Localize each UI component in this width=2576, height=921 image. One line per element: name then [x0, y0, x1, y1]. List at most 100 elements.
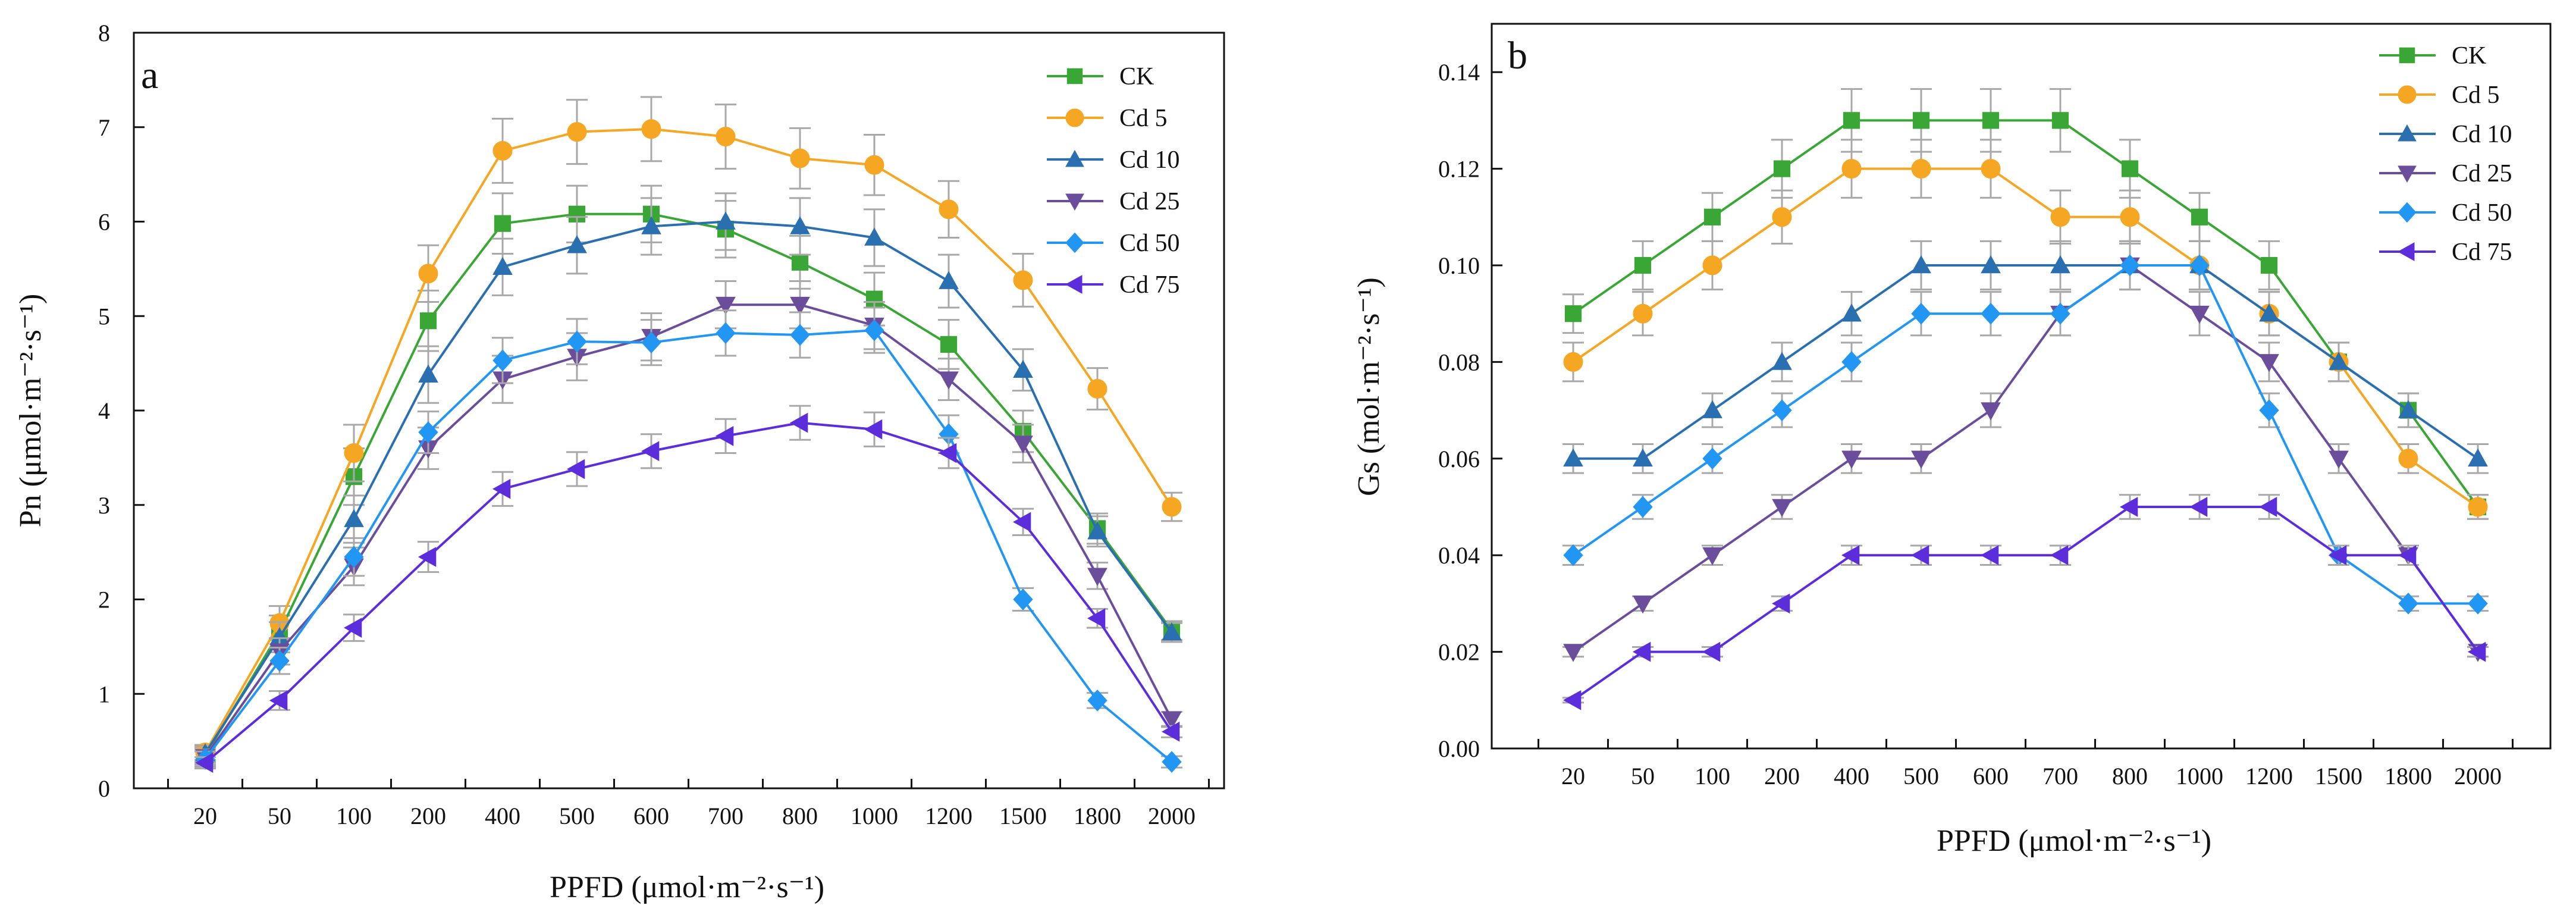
- y-tick-label: 1: [98, 681, 110, 707]
- legend-marker: [1065, 108, 1084, 127]
- x-axis-title: PPFD (μmol·m⁻²·s⁻¹): [1937, 824, 2211, 858]
- data-point: [2260, 256, 2278, 274]
- legend-marker: [2398, 165, 2417, 183]
- data-point: [790, 324, 810, 346]
- y-tick-label: 8: [98, 20, 110, 46]
- series-cd-10: [1562, 240, 2489, 474]
- series-cd-75: [194, 405, 1182, 773]
- x-tick-label: 1200: [2245, 763, 2293, 790]
- panel-letter: a: [141, 54, 158, 97]
- data-point: [1013, 359, 1033, 378]
- data-point: [939, 199, 959, 220]
- series-line: [1572, 506, 2479, 701]
- data-point: [1703, 208, 1721, 225]
- data-point: [269, 650, 290, 672]
- legend: CK Cd 5 Cd 10 Cd 25 Cd 50 Cd 75: [2379, 42, 2512, 266]
- x-tick-label: 400: [485, 803, 520, 829]
- data-point: [269, 690, 288, 711]
- data-point: [1162, 622, 1182, 641]
- data-point: [1912, 112, 1930, 129]
- series-line: [204, 220, 1173, 754]
- data-point: [492, 478, 511, 499]
- data-point: [2468, 448, 2488, 467]
- data-point: [2328, 545, 2347, 566]
- series-cd-10: [194, 192, 1182, 762]
- data-point: [1773, 160, 1791, 177]
- legend-label: Cd 75: [2452, 239, 2512, 266]
- legend-marker: [1066, 68, 1083, 84]
- data-point: [641, 441, 660, 462]
- legend-marker: [1065, 275, 1083, 294]
- data-point: [2189, 254, 2210, 277]
- x-tick-label: 800: [782, 803, 818, 829]
- data-point: [1162, 711, 1182, 730]
- data-point: [1087, 690, 1107, 712]
- y-axis-title: Gs (mol·m⁻²·s⁻¹): [1352, 277, 1386, 496]
- data-point: [1910, 545, 1929, 566]
- y-tick-label: 0.10: [1438, 252, 1480, 279]
- data-point: [790, 296, 810, 315]
- data-point: [1771, 593, 1790, 614]
- x-tick-label: 1200: [925, 803, 972, 829]
- x-tick-label: 500: [1903, 763, 1939, 790]
- x-tick-label: 1800: [1074, 803, 1121, 829]
- data-point: [494, 215, 512, 232]
- data-point: [1087, 608, 1106, 629]
- data-point: [2189, 305, 2210, 324]
- x-tick-label: 2000: [1148, 803, 1196, 829]
- x-tick-label: 1500: [999, 803, 1047, 829]
- legend-label: Cd 50: [2452, 199, 2512, 227]
- data-point: [1633, 303, 1653, 324]
- data-point: [1841, 159, 1862, 179]
- data-point: [1702, 447, 1722, 470]
- data-point: [2051, 112, 2069, 129]
- y-tick-label: 0.00: [1438, 735, 1480, 762]
- legend-label: Cd 5: [1119, 105, 1168, 132]
- data-point: [567, 330, 587, 353]
- data-point: [1633, 448, 1653, 467]
- x-tick-label: 50: [268, 803, 291, 829]
- data-point: [716, 322, 736, 344]
- data-point: [1702, 547, 1722, 566]
- data-point: [419, 312, 437, 330]
- y-tick-label: 4: [98, 397, 110, 424]
- data-point: [567, 122, 587, 142]
- series-line: [1572, 119, 2479, 508]
- legend: CK Cd 5 Cd 10 Cd 25 Cd 50 Cd 75: [1047, 63, 1180, 299]
- x-tick-label: 1000: [851, 803, 898, 829]
- data-point: [1087, 378, 1107, 399]
- x-tick-label: 400: [1834, 763, 1869, 790]
- x-tick-label: 700: [708, 803, 743, 829]
- data-point: [789, 412, 808, 433]
- y-tick-label: 0.06: [1438, 446, 1480, 472]
- data-point: [1634, 256, 1652, 274]
- data-point: [1162, 497, 1182, 517]
- data-point: [864, 155, 884, 175]
- legend-label: Cd 5: [2452, 82, 2500, 109]
- x-tick-label: 20: [193, 803, 217, 829]
- legend-label: CK: [1119, 63, 1154, 90]
- data-point: [641, 216, 661, 234]
- data-point: [2259, 303, 2279, 322]
- legend-marker: [2398, 85, 2417, 104]
- data-point: [418, 421, 438, 443]
- series-line: [1572, 264, 2479, 653]
- x-tick-label: 600: [1973, 763, 2009, 790]
- data-point: [1911, 450, 1931, 469]
- series-cd-50: [1562, 240, 2489, 615]
- data-point: [715, 426, 734, 446]
- legend-label: Cd 25: [1119, 188, 1180, 215]
- legend-label: Cd 10: [1119, 146, 1180, 174]
- y-axis-title: Pn (μmol·m⁻²·s⁻¹): [14, 294, 48, 528]
- x-tick-label: 1000: [2176, 763, 2223, 790]
- data-point: [864, 227, 884, 246]
- y-tick-label: 2: [98, 587, 110, 613]
- data-point: [1911, 255, 1931, 274]
- legend-marker: [2398, 202, 2417, 223]
- x-tick-label: 600: [633, 803, 669, 829]
- data-point: [1981, 302, 2001, 325]
- series-line: [204, 212, 1173, 756]
- data-point: [790, 148, 810, 168]
- data-point: [1633, 496, 1653, 518]
